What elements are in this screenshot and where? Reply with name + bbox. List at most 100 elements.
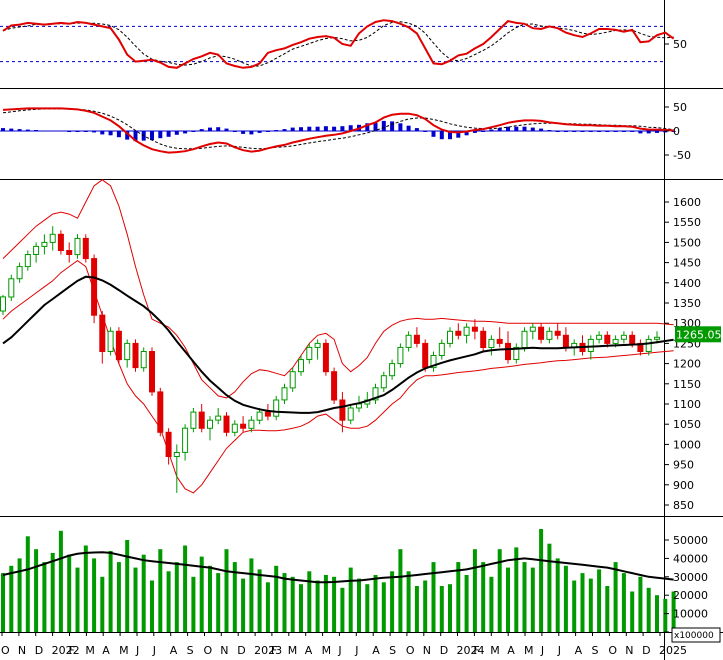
candle-body [620,334,627,340]
candle-body [281,387,288,401]
volume-bar [25,536,30,632]
candle-body [612,338,619,344]
volume-bar [605,586,610,632]
macd-histogram-bar [563,131,568,132]
macd-histogram-bar [348,125,353,131]
macd-histogram-bar [166,131,171,137]
volume-bar [563,565,568,632]
month-label: A [575,644,583,657]
price-tick-label: 1500 [673,236,701,249]
macd-histogram-bar [58,130,63,132]
volume-bar [621,573,626,632]
month-label: A [372,644,380,657]
candle-body [115,330,122,361]
volume-bar [348,567,353,632]
candle-body [207,419,213,429]
volume-bar [423,580,428,632]
candle-body [529,326,536,332]
macd-histogram-bar [398,123,403,131]
candle-body [339,399,346,421]
candle-body [471,326,478,332]
month-label: F [271,644,277,657]
macd-histogram-bar [1,128,5,131]
candle-body [538,326,545,340]
candle-body [306,346,313,360]
volume-bar [613,562,618,632]
volume-bar [332,576,337,632]
price-tick-label: 1200 [673,358,701,371]
volume-bar [530,567,535,632]
volume-bar [100,576,105,632]
candle-body [447,330,453,344]
volume-bar [472,549,477,632]
macd-histogram-bar [414,128,419,131]
month-label: A [507,644,515,657]
volume-bar [67,554,72,632]
volume-tick-label: 10000 [673,608,708,621]
month-label: J [135,644,139,657]
macd-histogram-bar [75,131,80,132]
price-tick-label: 950 [673,459,694,472]
volume-bar [588,578,593,632]
volume-bar [58,530,63,632]
price-tick-label: 1050 [673,418,701,431]
volume-bar [34,549,39,632]
candle-body [298,359,304,373]
volume-tick-label: 30000 [673,571,708,584]
macd-histogram-bar [613,131,618,132]
candle-body [587,338,594,352]
volume-bar [50,552,55,632]
candle-body [91,258,98,316]
macd-tick-label: 50 [673,101,687,114]
volume-bar [1,573,5,632]
candle-body [149,351,155,393]
macd-histogram-bar [42,130,47,132]
volume-bar [497,549,502,632]
month-label: M [119,644,129,657]
macd-histogram-bar [572,131,577,132]
candle-body [182,427,189,453]
macd-histogram-bar [439,131,444,140]
candle-body [455,330,462,336]
macd-histogram-bar [431,131,436,137]
rsi-tick-label: 50 [673,38,687,51]
month-label: J [540,644,544,657]
volume-bar [42,562,47,632]
macd-histogram-bar [365,123,370,131]
volume-bar [539,529,544,632]
macd-histogram-bar [100,131,105,135]
candle-body [132,342,139,369]
candle-body [505,342,511,361]
candle-body [66,250,73,255]
macd-histogram-bar [530,127,535,131]
volume-bar [17,558,22,632]
price-tick-label: 1100 [673,398,701,411]
volume-bar [572,580,577,632]
volume-bar [431,562,436,632]
volume-bar [307,571,312,632]
candle-body [422,342,429,369]
candle-body [413,334,420,344]
candle-body [463,326,470,336]
month-label: O [608,644,617,657]
macd-histogram-bar [464,131,469,136]
candle-body [33,245,40,255]
volume-bar [489,576,494,632]
volume-bar [141,554,146,632]
candle-body [546,330,553,340]
candle-body [248,419,255,429]
macd-histogram-bar [83,131,88,132]
volume-unit-label: x100000 [674,631,714,641]
volume-bar [216,573,221,632]
macd-histogram-bar [580,131,585,132]
macd-histogram-bar [199,129,204,131]
candle-body [604,334,611,344]
macd-histogram-bar [497,128,502,131]
macd-histogram-bar [67,131,72,132]
month-label: D [440,644,448,657]
moving-average-line [2,275,674,414]
volume-bar [323,575,328,632]
volume-bar [514,547,519,632]
candle-body [488,338,495,348]
